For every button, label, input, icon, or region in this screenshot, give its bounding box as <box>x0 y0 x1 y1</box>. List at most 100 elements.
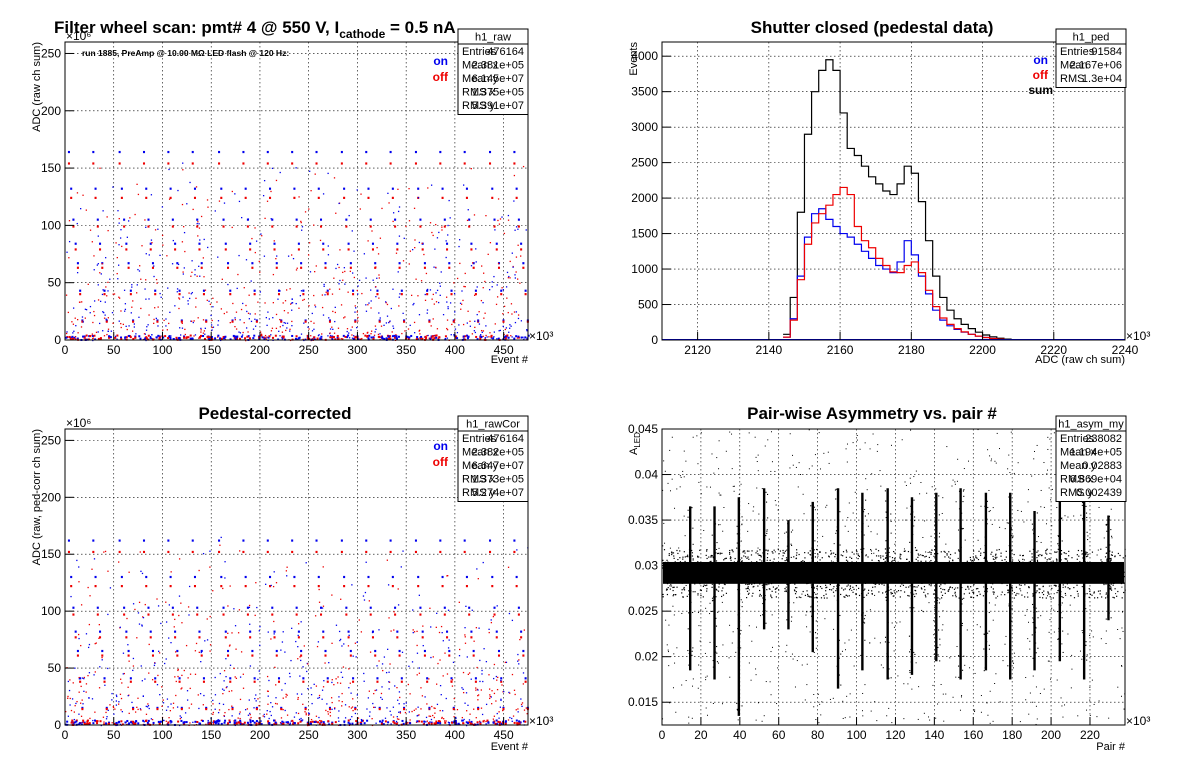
baseline-point <box>439 722 441 724</box>
baseline-point <box>364 722 366 724</box>
scatter-point <box>291 254 292 255</box>
scatter-point <box>210 644 211 645</box>
scatter-point <box>73 682 74 683</box>
spike-point <box>989 649 990 650</box>
spike-point <box>816 620 817 621</box>
asymmetry-point <box>891 563 892 564</box>
scatter-point <box>436 627 437 628</box>
scatter-point <box>230 665 231 666</box>
asymmetry-point <box>704 570 705 571</box>
scatter-point <box>337 676 338 677</box>
asymmetry-point <box>856 585 857 586</box>
scatter-point <box>151 334 152 335</box>
asymmetry-point <box>1021 567 1022 568</box>
asymmetry-point <box>665 573 666 574</box>
scatter-point <box>85 309 86 310</box>
asymmetry-point <box>840 594 841 595</box>
asymmetry-point <box>958 549 959 550</box>
scatter-point <box>290 660 291 661</box>
spike-point <box>787 546 788 547</box>
scatter-point <box>446 297 447 298</box>
scatter-point <box>477 689 478 690</box>
scatter-point <box>194 269 195 270</box>
spike-point <box>910 576 911 577</box>
scatter-point <box>248 313 249 314</box>
scatter-point <box>93 255 94 256</box>
scatter-point <box>218 712 219 713</box>
scatter-point <box>514 175 515 176</box>
scatter-point <box>332 702 333 703</box>
asymmetry-point <box>821 566 822 567</box>
scatter-point <box>198 570 199 571</box>
scatter-point <box>285 683 286 684</box>
scatter-point <box>92 720 93 721</box>
scatter-point <box>372 703 373 704</box>
spike-point <box>787 592 788 593</box>
asymmetry-point <box>1061 550 1062 551</box>
scatter-point <box>311 694 312 695</box>
scatter-point <box>514 690 515 691</box>
asymmetry-point <box>771 597 772 598</box>
asymmetry-point <box>917 560 918 561</box>
spike-point <box>1012 537 1013 538</box>
asymmetry-point <box>767 553 768 554</box>
spike-point <box>986 667 987 668</box>
asymmetry-point <box>994 592 995 593</box>
scatter-point <box>101 273 102 274</box>
scatter-point <box>484 281 485 282</box>
spike-point <box>987 519 988 520</box>
spike-point <box>766 581 767 582</box>
scatter-point <box>465 273 466 274</box>
asymmetry-point <box>1087 593 1088 594</box>
scatter-point <box>213 723 214 724</box>
scatter-point <box>416 645 417 646</box>
asymmetry-point <box>944 580 945 581</box>
asymmetry-point <box>942 571 943 572</box>
scatter-point <box>472 333 473 334</box>
scatter-point <box>276 328 277 329</box>
scatter-point <box>442 632 443 633</box>
scatter-point <box>434 248 435 249</box>
asymmetry-point <box>709 582 710 583</box>
asymmetry-point <box>846 595 847 596</box>
scatter-point <box>343 317 344 318</box>
asymmetry-point <box>666 560 667 561</box>
spike-point <box>909 542 910 543</box>
asymmetry-point <box>721 576 722 577</box>
baseline-point <box>392 335 394 337</box>
asymmetry-point <box>781 577 782 578</box>
scatter-point <box>300 221 301 222</box>
asymmetry-point <box>948 556 949 557</box>
scatter-point <box>157 325 158 326</box>
asymmetry-point <box>757 553 758 554</box>
scatter-point <box>144 219 145 220</box>
spike-point <box>786 587 787 588</box>
asymmetry-point <box>1061 596 1062 597</box>
asymmetry-point <box>684 561 685 562</box>
scatter-point <box>313 329 314 330</box>
scatter-point <box>503 691 504 692</box>
asymmetry-point <box>695 572 696 573</box>
scatter-point <box>310 271 311 272</box>
scatter-point <box>134 326 135 327</box>
scatter-point <box>215 709 216 710</box>
spike-point <box>958 581 959 582</box>
baseline-point <box>435 337 437 339</box>
scatter-point <box>117 257 118 258</box>
asymmetry-point <box>683 597 684 598</box>
asymmetry-point <box>1068 587 1069 588</box>
asymmetry-point <box>677 559 678 560</box>
asymmetry-point <box>846 551 847 552</box>
asymmetry-point <box>841 588 842 589</box>
baseline-point <box>157 335 159 337</box>
scatter-point <box>350 329 351 330</box>
scatter-point <box>255 252 256 253</box>
scatter-point <box>120 237 121 238</box>
asymmetry-point <box>732 565 733 566</box>
asymmetry-point <box>718 553 719 554</box>
scatter-point <box>289 330 290 331</box>
scatter-point <box>374 707 375 708</box>
scatter-point <box>306 671 307 672</box>
asymmetry-point <box>1029 551 1030 552</box>
